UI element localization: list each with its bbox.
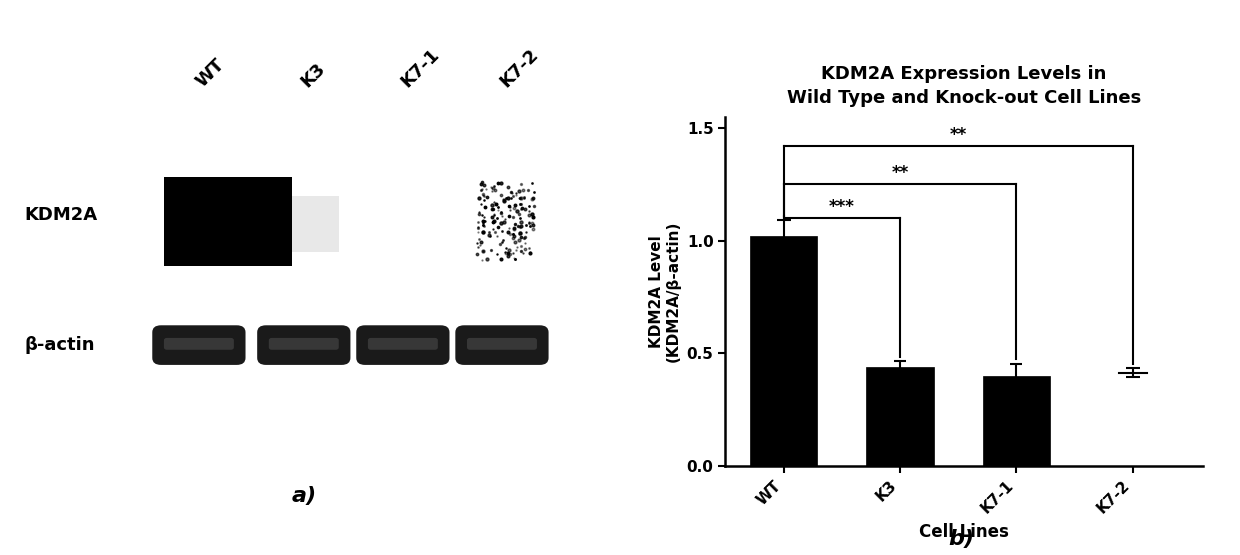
FancyBboxPatch shape [153,325,246,365]
Text: a): a) [291,486,316,506]
FancyBboxPatch shape [467,338,537,350]
FancyBboxPatch shape [257,325,351,365]
Text: β-actin: β-actin [24,336,94,354]
FancyBboxPatch shape [455,325,548,365]
Text: WT: WT [193,56,228,91]
FancyBboxPatch shape [164,177,293,266]
Text: b): b) [949,529,973,549]
Text: K7-2: K7-2 [496,46,542,91]
Text: K3: K3 [298,59,330,91]
FancyBboxPatch shape [269,338,339,350]
Text: KDM2A: KDM2A [24,205,97,224]
FancyBboxPatch shape [368,338,438,350]
FancyBboxPatch shape [356,325,449,365]
Bar [983,376,1050,466]
Bar [750,236,817,466]
FancyBboxPatch shape [164,338,234,350]
Y-axis label: KDM2A Level
(KDM2A/β-actin): KDM2A Level (KDM2A/β-actin) [649,221,681,362]
Title: KDM2A Expression Levels in
Wild Type and Knock-out Cell Lines: KDM2A Expression Levels in Wild Type and… [787,65,1141,107]
X-axis label: Cell Lines: Cell Lines [919,523,1009,542]
Bar [867,367,934,466]
Text: **: ** [892,164,909,182]
Text: **: ** [950,125,967,144]
FancyBboxPatch shape [280,196,339,252]
Text: ***: *** [828,198,854,216]
Text: K7-1: K7-1 [397,46,443,91]
